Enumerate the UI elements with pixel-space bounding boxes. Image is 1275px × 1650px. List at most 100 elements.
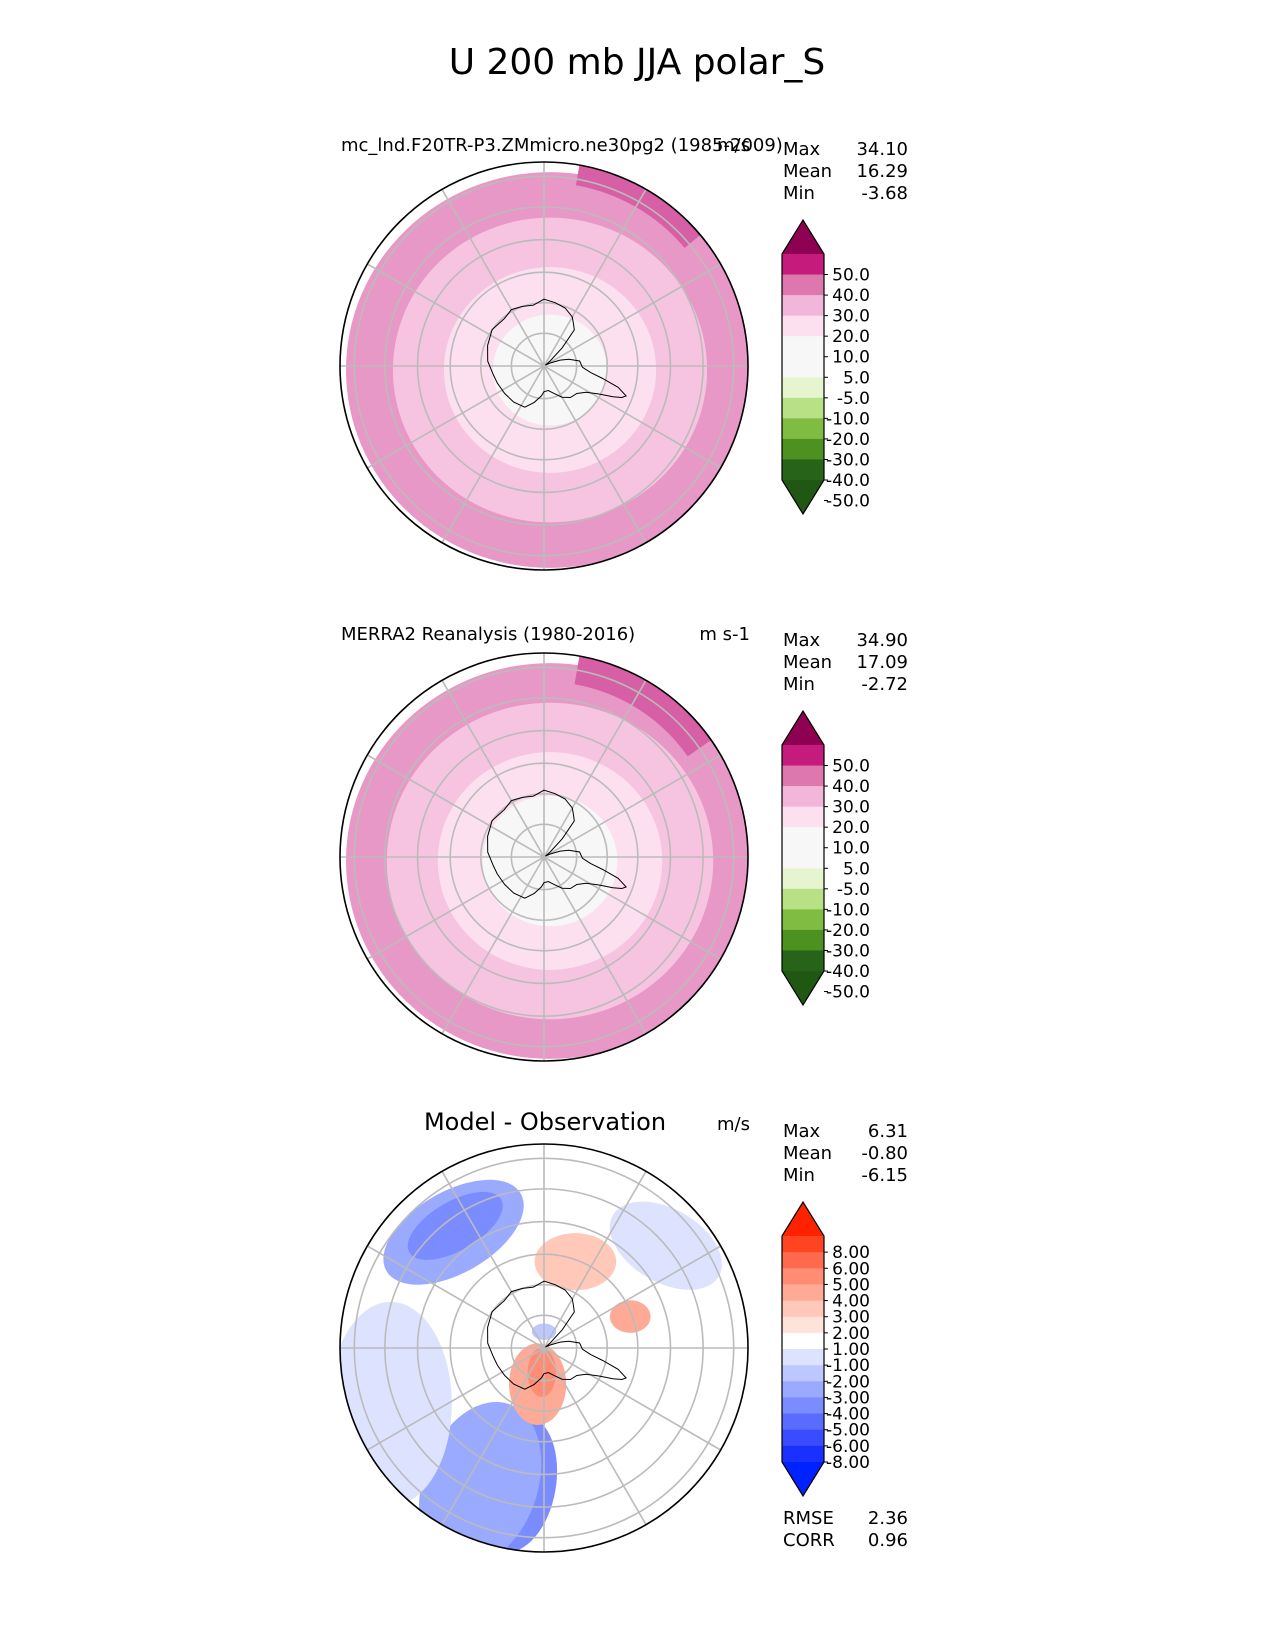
colorbar-segment [782,397,824,419]
map-body [340,162,748,570]
colorbar-tick-label: 30.0 [832,307,870,327]
colorbar-tick-label: -50.0 [826,492,870,512]
colorbar-segment [782,786,824,808]
stat-label: Min [783,1165,815,1186]
stat-label: Mean [783,652,832,673]
colorbar-tick-label: -30.0 [826,450,870,470]
stat-label: Max [783,139,821,160]
colorbar-tick-label: -8.00 [826,1453,870,1473]
antarctica-coastline [487,1280,627,1390]
colorbar-tick-label: 6.00 [832,1259,870,1279]
colorbar-extend-bottom [782,480,824,514]
colorbar-tick-label: -40.0 [826,962,870,982]
colorbar-extend-top [782,711,824,745]
colorbar-segment [782,1445,824,1463]
colorbar-extend-top [782,220,824,254]
colorbar-tick-label: 50.0 [832,266,870,286]
colorbar-tick-label: 5.00 [832,1275,870,1295]
colorbar-segment [782,1252,824,1269]
colorbar-segment [782,1397,824,1415]
colorbar-segment [782,745,824,767]
colorbar-segment [782,459,824,481]
colorbar-tick-label: 5.0 [843,368,870,388]
antarctica-coastline [487,789,627,899]
colorbar-tick-label: 20.0 [832,818,870,838]
map-body [340,653,748,1061]
colorbar-tick-label: 4.00 [832,1292,870,1312]
colorbar-segment [782,295,824,317]
colorbar: 50.040.030.020.010.05.0-5.0-10.0-20.0-30… [781,218,870,516]
colorbar-tick-label: -10.0 [826,409,870,429]
stat-value: 6.31 [868,1121,908,1142]
metric-label: CORR [783,1530,835,1551]
colorbar-tick-label: 3.00 [832,1308,870,1328]
colorbar-tick-label: -20.0 [826,921,870,941]
colorbar-tick-label: 30.0 [832,798,870,818]
panel-units: m/s [717,1114,750,1135]
map-boundary [339,652,749,1062]
colorbar-segment [782,1284,824,1302]
metric-value: 0.96 [868,1530,908,1551]
colorbar-segment [782,254,824,276]
colorbar-segment [782,1349,824,1366]
stat-value: 16.29 [856,161,908,182]
colorbar-segment [782,315,824,337]
stat-value: 17.09 [856,652,908,673]
colorbar-segment [782,1381,824,1399]
panel-units: m s-1 [699,624,750,645]
colorbar-tick-label: 10.0 [832,839,870,859]
colorbar-tick-label: -10.0 [826,900,870,920]
metric-label: RMSE [783,1508,834,1529]
stat-value: -0.80 [861,1143,908,1164]
colorbar-segment [782,1300,824,1318]
colorbar-tick-label: -6.00 [826,1437,870,1457]
stat-label: Min [783,674,815,695]
colorbar-segment [782,1429,824,1447]
stat-label: Max [783,630,821,651]
colorbar-segment [782,1365,824,1382]
colorbar-tick-label: -40.0 [826,471,870,491]
colorbar-tick-label: -3.00 [826,1388,870,1408]
colorbar-segment [782,1236,824,1253]
polar-map [339,652,749,1062]
stat-value: 34.10 [856,139,908,160]
stats-block: Max 34.10 Mean 16.29 Min -3.68 [783,139,908,204]
anomaly-contour [534,1233,617,1291]
colorbar-segment [782,1316,824,1334]
colorbar-tick-label: -30.0 [826,941,870,961]
stat-value: -6.15 [861,1165,908,1186]
colorbar-tick-label: 2.00 [832,1324,870,1344]
stat-value: -2.72 [861,674,908,695]
longitude-line [441,188,647,544]
colorbar-segment [782,336,824,358]
panel-test-model: mc_lnd.F20TR-P3.ZMmicro.ne30pg2 (1985-20… [339,135,908,571]
anomaly-contour [609,1300,651,1333]
stats-block: Max 34.90 Mean 17.09 Min -2.72 [783,630,908,695]
colorbar-extend-top [782,1202,824,1236]
colorbar-segment [782,806,824,828]
colorbar-tick-label: -50.0 [826,983,870,1003]
metric-value: 2.36 [868,1508,908,1529]
longitude-line [441,679,647,1035]
colorbar-segment [782,847,824,869]
anomaly-contour [419,1401,542,1552]
panel-difference: Model - Observation m/s Max 6.31 Mean -0.80… [339,1108,908,1553]
stat-label: Mean [783,1143,832,1164]
colorbar-segment [782,909,824,931]
panel-title: MERRA2 Reanalysis (1980-2016) [341,624,635,645]
colorbar-tick-label: 40.0 [832,286,870,306]
colorbar-tick-label: -4.00 [826,1405,870,1425]
panel-title: Model - Observation [424,1108,666,1136]
colorbar-extend-bottom [782,1462,824,1496]
colorbar-segment [782,377,824,399]
colorbar-tick-label: -5.0 [837,880,870,900]
panel-title: mc_lnd.F20TR-P3.ZMmicro.ne30pg2 (1985-20… [341,135,783,156]
polar-map [339,1143,749,1553]
colorbar-tick-label: -1.00 [826,1356,870,1376]
anomaly-contour [407,1191,503,1260]
map-boundary [339,1143,749,1553]
stat-value: -3.68 [861,183,908,204]
colorbar-segment [782,1332,824,1350]
colorbar-tick-label: -20.0 [826,430,870,450]
